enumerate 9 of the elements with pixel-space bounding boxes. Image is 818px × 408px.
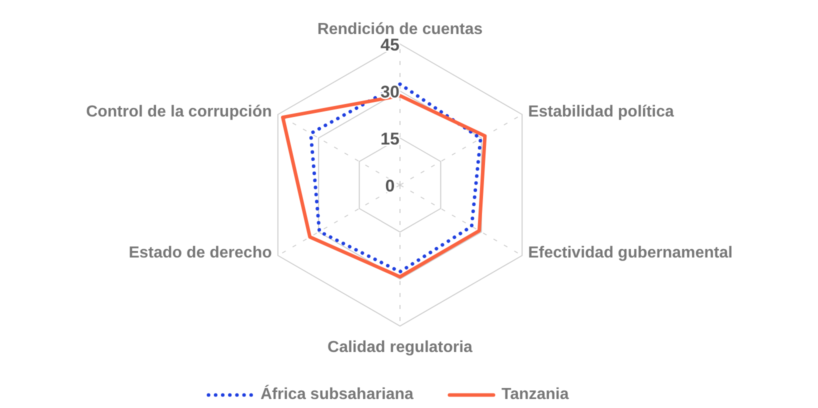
legend-label: África subsahariana [260,384,414,404]
spoke-label: Control de la corrupción [86,104,272,121]
legend-label: Tanzania [502,386,569,404]
spoke-label: Calidad regulatoria [328,339,473,356]
y-tick-label: 15 [380,129,400,148]
y-tick-label: 0 [385,176,395,196]
spoke-label: Efectividad gubernamental [528,244,733,262]
spoke-label: Estabilidad política [528,104,674,121]
spoke-label: Estado de derecho [128,244,272,262]
